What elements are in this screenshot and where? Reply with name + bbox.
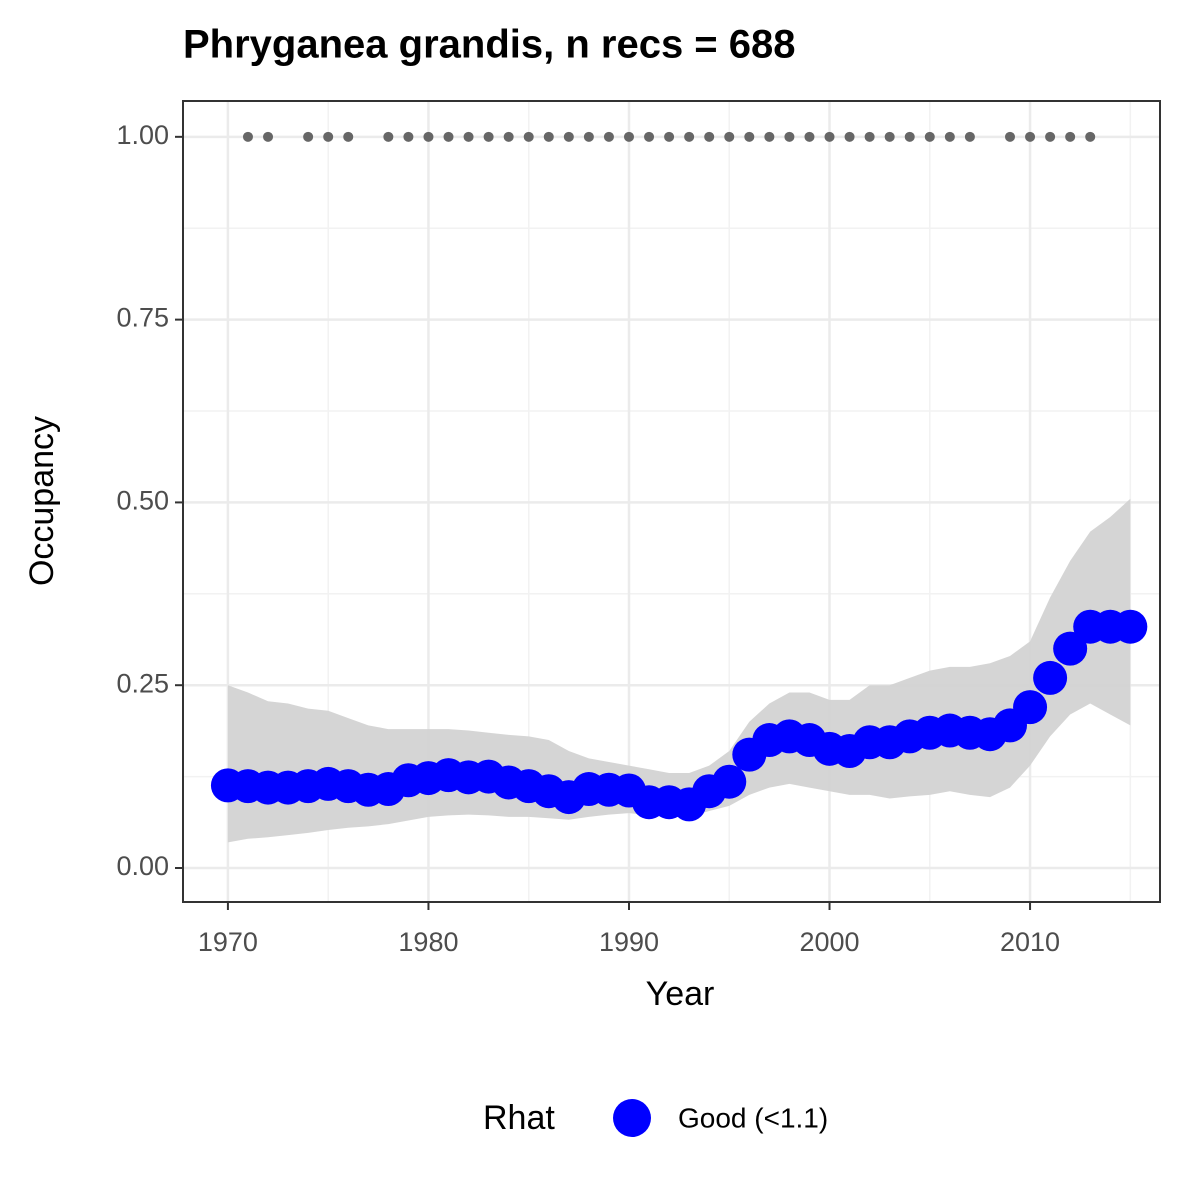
record-dot [383,131,394,142]
record-dot [423,131,434,142]
record-dot [644,131,655,142]
legend-label: Good (<1.1) [678,1102,828,1133]
record-dot [884,131,895,142]
record-dot [684,131,695,142]
chart-title: Phryganea grandis, n recs = 688 [183,23,796,67]
y-tick-label: 0.75 [116,303,169,333]
record-dot [844,131,855,142]
record-dot [563,131,574,142]
record-dot [503,131,514,142]
record-dot [543,131,554,142]
record-dot [603,131,614,142]
record-dot [724,131,735,142]
record-dot [924,131,935,142]
record-dot [403,131,414,142]
y-tick-label: 0.00 [116,851,169,881]
record-dot [463,131,474,142]
record-dot [964,131,975,142]
record-dot [784,131,795,142]
record-dot [944,131,955,142]
record-dot [323,131,334,142]
record-dot [523,131,534,142]
record-dot [904,131,915,142]
occupancy-point [1053,631,1088,666]
y-tick-label: 1.00 [116,120,169,150]
x-tick-label: 2000 [799,927,859,957]
x-tick-label: 1970 [198,927,258,957]
record-dot [664,131,675,142]
record-dot [1025,131,1036,142]
record-dot [263,131,274,142]
record-dot [443,131,454,142]
occupancy-point [712,764,747,799]
record-dot [804,131,815,142]
confidence-ribbon [227,498,1131,843]
record-dot [623,131,634,142]
record-dot [824,131,835,142]
record-dot [1045,131,1056,142]
record-dot [744,131,755,142]
record-dot [483,131,494,142]
record-dot [583,131,594,142]
record-dot [242,131,253,142]
y-tick-label: 0.25 [116,668,169,698]
occupancy-point [1113,609,1148,644]
record-dot [1085,131,1096,142]
x-tick-label: 1990 [599,927,659,957]
record-dot [303,131,314,142]
record-dot [1065,131,1076,142]
occupancy-point [1013,690,1048,725]
record-dot [704,131,715,142]
x-tick-label: 2010 [1000,927,1060,957]
record-dot [764,131,775,142]
panel-border [182,100,1161,903]
x-tick-label: 1980 [398,927,458,957]
record-dot [343,131,354,142]
record-dot [1005,131,1016,142]
y-tick-label: 0.50 [116,486,169,516]
legend-key [613,1099,651,1137]
x-axis-title: Year [646,975,715,1013]
legend-title: Rhat [483,1099,555,1137]
y-axis-title: Occupancy [23,416,61,586]
record-dot [864,131,875,142]
occupancy-point [1033,660,1068,695]
